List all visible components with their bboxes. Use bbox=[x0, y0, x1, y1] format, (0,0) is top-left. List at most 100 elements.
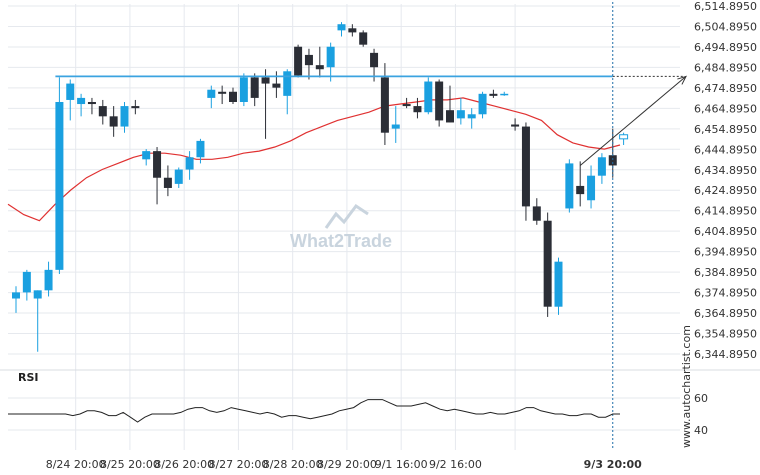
candle bbox=[315, 46, 324, 78]
candle bbox=[424, 77, 433, 115]
candle-body bbox=[33, 290, 42, 299]
candle-body bbox=[163, 177, 172, 188]
candle-body bbox=[326, 46, 335, 68]
candle bbox=[33, 290, 42, 352]
candle bbox=[500, 91, 509, 96]
candle-body bbox=[348, 28, 357, 33]
candle-body bbox=[500, 93, 509, 96]
price-tick-label: 6,464.8950 bbox=[694, 102, 757, 115]
credit-label: www.autochartist.com bbox=[680, 325, 693, 448]
price-axis: 6,514.8950 6,504.8950 6,494.8950 6,484.8950… bbox=[694, 0, 757, 361]
candle bbox=[131, 99, 140, 115]
candle-body bbox=[608, 155, 617, 166]
candle-body bbox=[359, 32, 368, 45]
candle-body bbox=[239, 77, 248, 102]
candle bbox=[294, 44, 303, 78]
candle-body bbox=[142, 151, 151, 160]
candle bbox=[554, 257, 563, 315]
candle bbox=[521, 122, 530, 221]
candle bbox=[174, 167, 183, 188]
projection-arrow-head bbox=[677, 75, 687, 85]
price-tick-label: 6,384.8950 bbox=[694, 266, 757, 279]
candle bbox=[543, 212, 552, 317]
time-tick-label: 8/28 20:00 bbox=[263, 458, 323, 471]
price-tick-label: 6,344.8950 bbox=[694, 348, 757, 361]
candle-body bbox=[55, 101, 64, 270]
projection-arrow-line bbox=[579, 76, 687, 166]
price-tick-label: 6,424.8950 bbox=[694, 184, 757, 197]
candle bbox=[229, 87, 237, 105]
candle-body bbox=[304, 54, 313, 66]
candle-body bbox=[174, 169, 183, 184]
watermark-logo-icon bbox=[324, 203, 369, 229]
candle-body bbox=[229, 91, 237, 102]
candle-body bbox=[153, 151, 162, 178]
rsi-panel: RSI 60 40 bbox=[8, 371, 708, 437]
price-tick-label: 6,514.8950 bbox=[694, 0, 757, 13]
price-tick-label: 6,414.8950 bbox=[694, 205, 757, 218]
candle bbox=[185, 151, 194, 180]
candle-body bbox=[98, 106, 107, 117]
time-tick-label: 8/27 20:00 bbox=[208, 458, 268, 471]
candle-body bbox=[218, 91, 227, 94]
candle bbox=[77, 93, 86, 117]
candle bbox=[608, 128, 617, 178]
candle bbox=[109, 106, 118, 137]
time-tick-label: 8/26 20:00 bbox=[154, 458, 214, 471]
candle-body bbox=[511, 124, 520, 127]
candle-body bbox=[391, 124, 400, 129]
candle-body bbox=[619, 134, 629, 140]
candle bbox=[532, 198, 541, 225]
time-tick-label: 9/1 16:00 bbox=[375, 458, 428, 471]
price-tick-label: 6,364.8950 bbox=[694, 307, 757, 320]
price-tick-label: 6,434.8950 bbox=[694, 164, 757, 177]
candle bbox=[597, 153, 606, 184]
candle-body bbox=[532, 206, 541, 221]
candle bbox=[391, 106, 400, 143]
candle bbox=[272, 71, 281, 98]
candle-body bbox=[12, 292, 20, 299]
candle-body bbox=[315, 65, 324, 70]
candle-body bbox=[521, 126, 530, 207]
candle-body bbox=[120, 106, 129, 127]
candle-body bbox=[565, 163, 574, 209]
candle bbox=[576, 161, 585, 207]
candle bbox=[163, 165, 172, 197]
candle bbox=[196, 138, 205, 164]
candle bbox=[55, 77, 64, 274]
price-tick-label: 6,444.8950 bbox=[694, 143, 757, 156]
rsi-tick-label: 60 bbox=[694, 392, 708, 405]
candle-body bbox=[446, 110, 454, 123]
time-tick-label: 8/25 20:00 bbox=[100, 458, 160, 471]
candle-body bbox=[370, 52, 379, 68]
watermark: What2Trade bbox=[290, 231, 392, 251]
price-tick-label: 6,494.8950 bbox=[694, 41, 757, 54]
candle-body bbox=[424, 81, 433, 113]
candle-body bbox=[554, 261, 563, 307]
candle bbox=[619, 132, 629, 145]
candle bbox=[207, 85, 216, 109]
candle-body bbox=[489, 93, 498, 96]
candle-body bbox=[337, 24, 346, 31]
candle bbox=[66, 79, 75, 121]
candle-body bbox=[196, 140, 205, 158]
moving-average-layer bbox=[7, 97, 621, 222]
candle bbox=[467, 108, 476, 129]
candle-body bbox=[87, 101, 96, 105]
candle-body bbox=[272, 83, 281, 88]
candles-layer bbox=[12, 22, 629, 352]
candle bbox=[120, 101, 129, 133]
candle-body bbox=[77, 97, 86, 105]
candle-body bbox=[283, 71, 292, 96]
candle bbox=[348, 24, 357, 37]
candle-body bbox=[261, 77, 270, 84]
candle bbox=[250, 73, 259, 107]
candle-body bbox=[109, 116, 118, 127]
candle bbox=[337, 22, 346, 37]
candle bbox=[413, 97, 422, 119]
candle-body bbox=[597, 157, 606, 176]
candle bbox=[456, 97, 465, 125]
candle bbox=[478, 91, 487, 119]
watermark-logo-stroke bbox=[324, 203, 369, 229]
